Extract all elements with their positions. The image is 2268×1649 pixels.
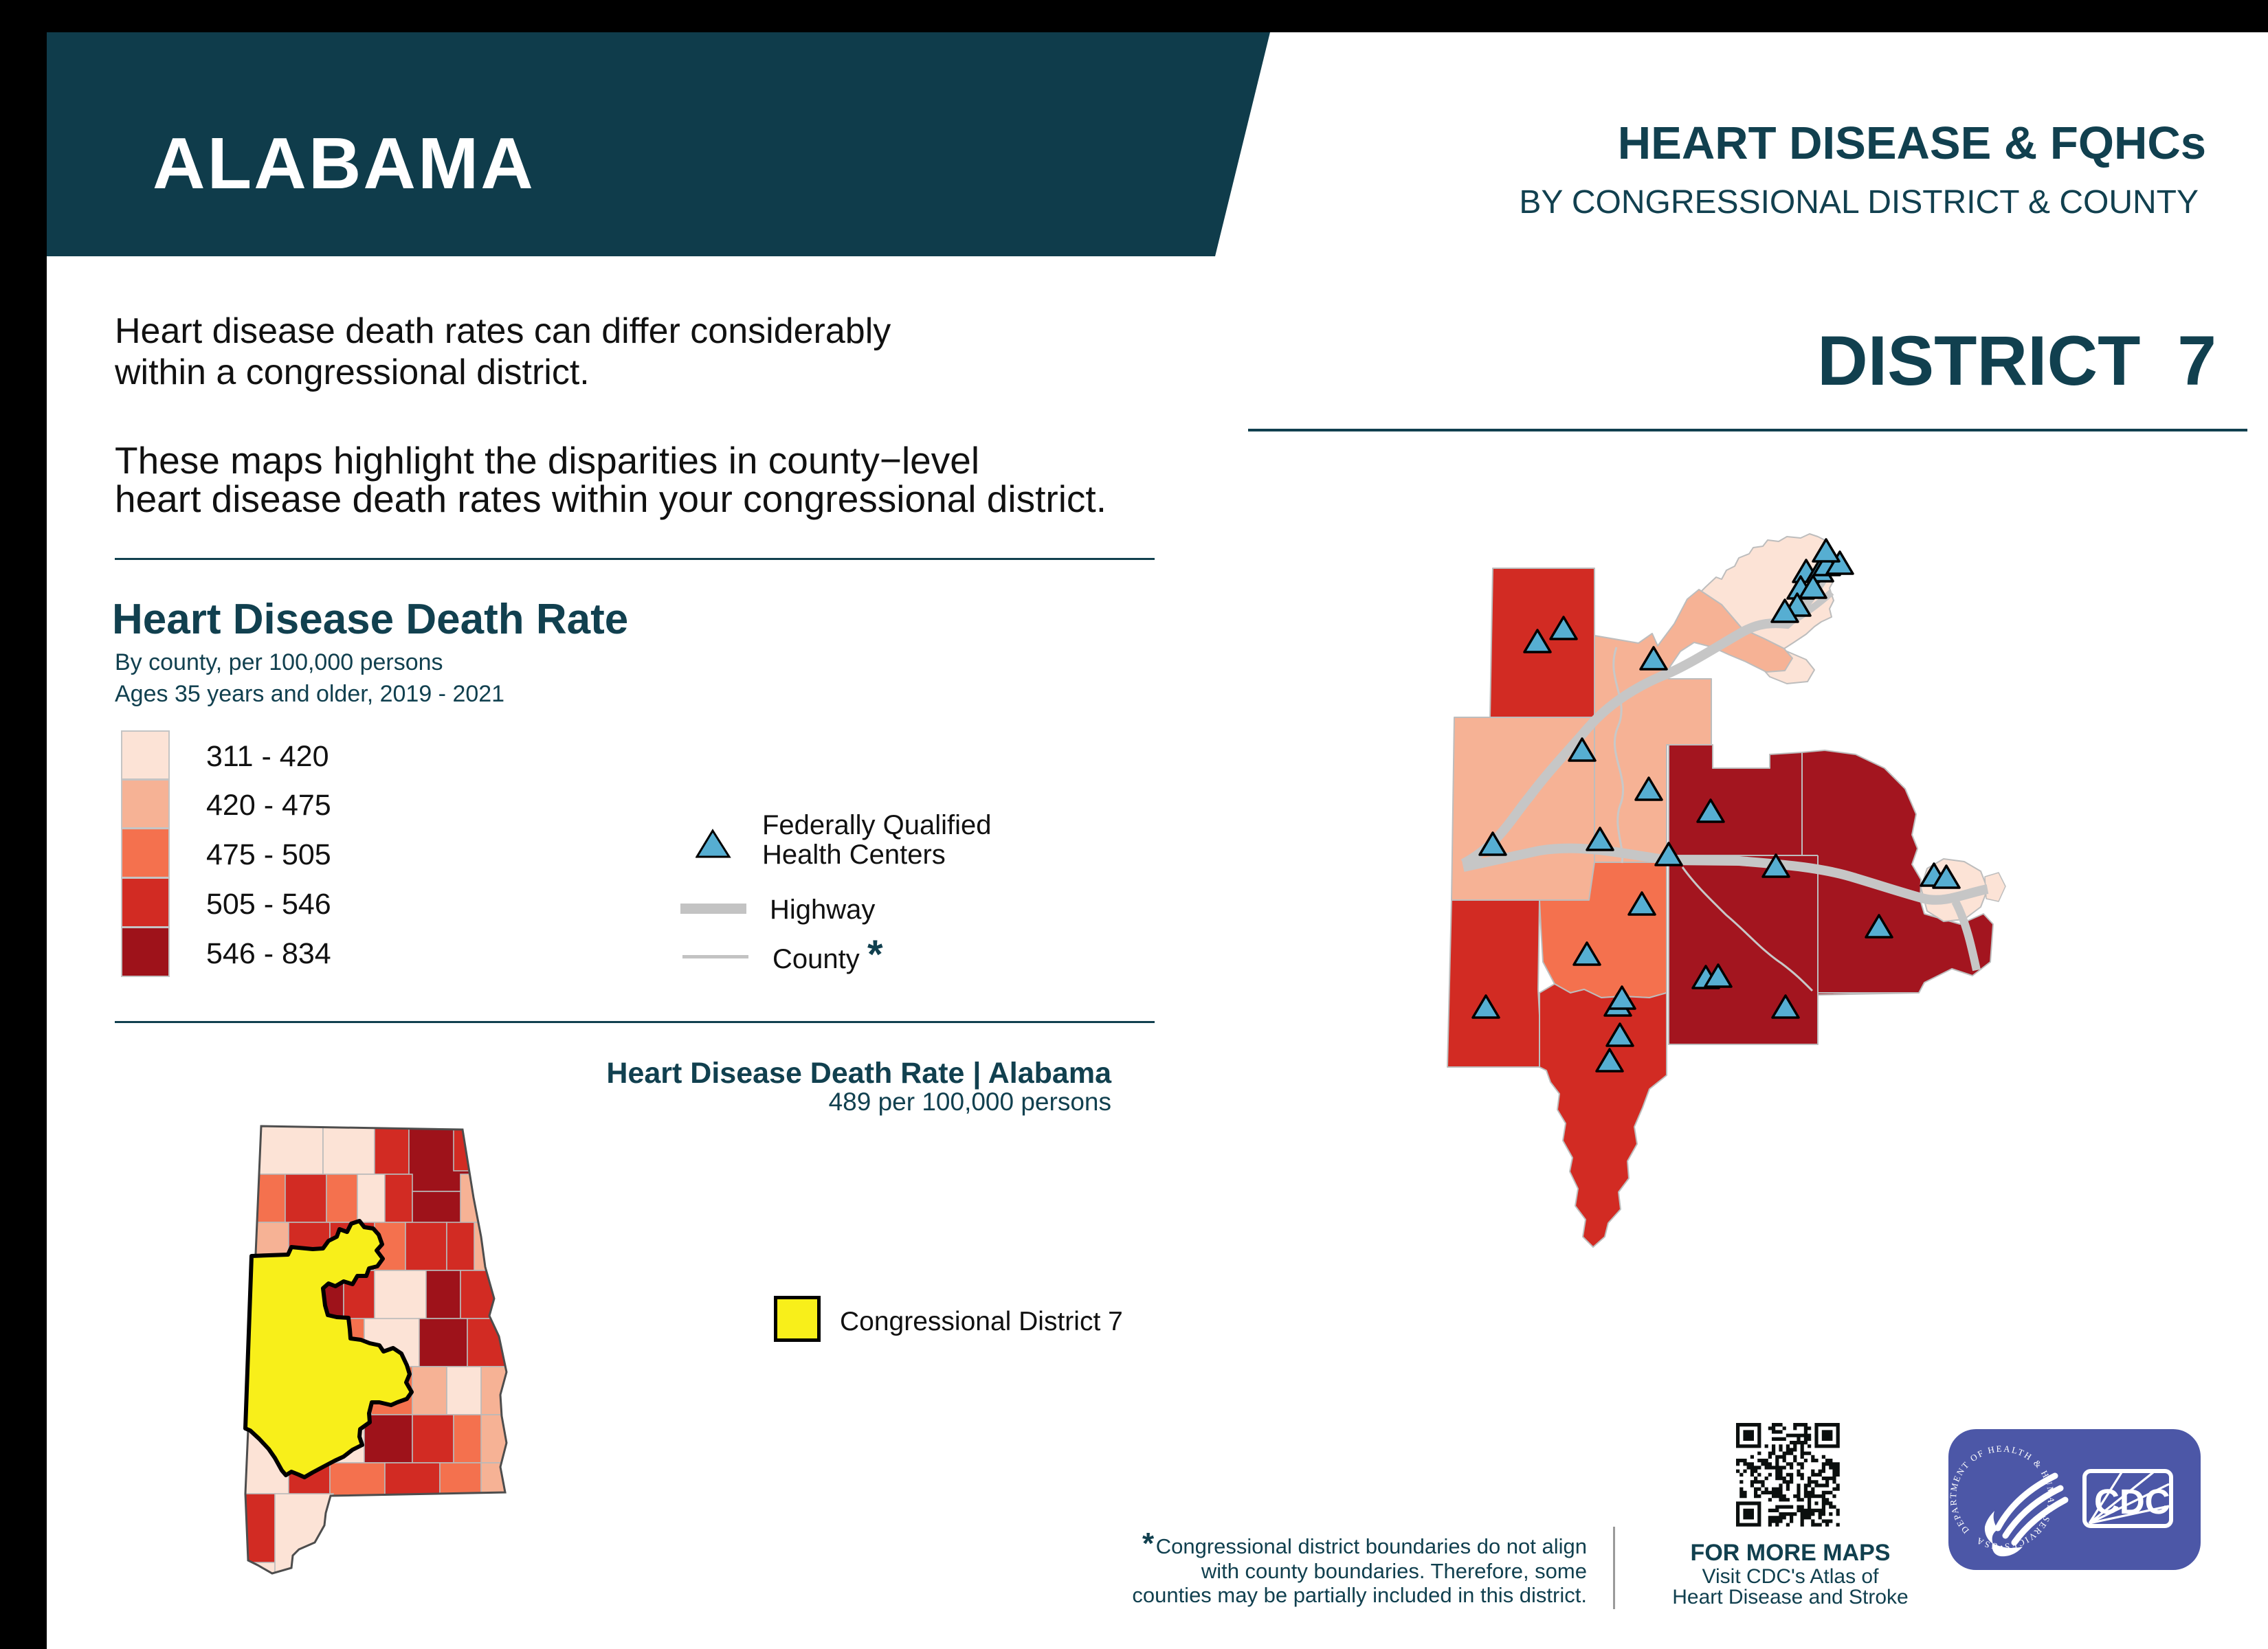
svg-text:CDC: CDC [2094,1482,2170,1521]
